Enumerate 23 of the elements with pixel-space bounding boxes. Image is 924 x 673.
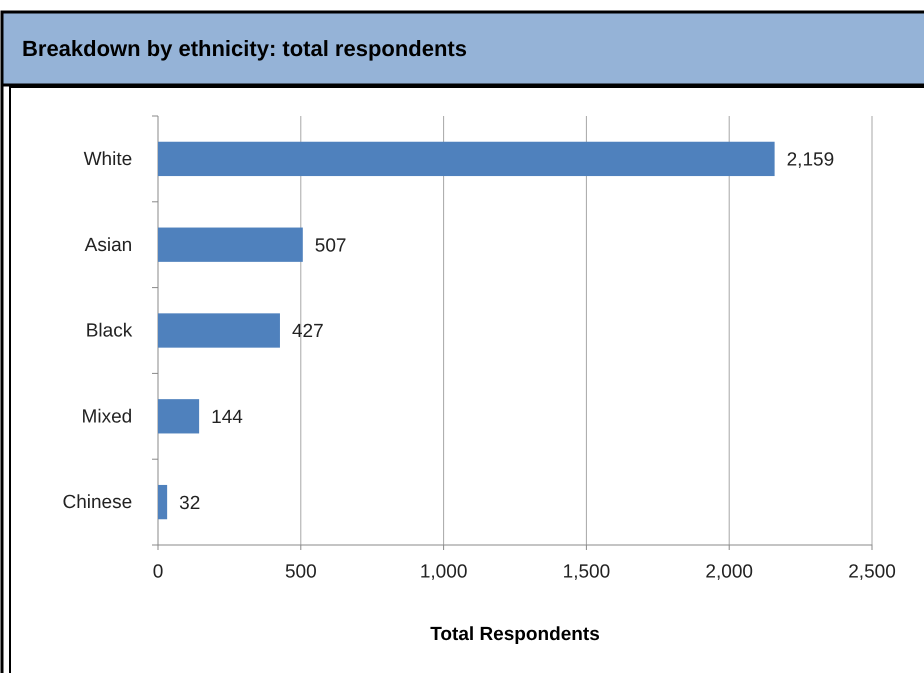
data-label: 427 [292,321,324,342]
y-tick-label: Mixed [82,406,132,428]
x-tick-label: 0 [152,562,164,583]
y-tick-label: Black [86,320,133,342]
x-tick-label: 2,500 [848,562,896,583]
bar [158,484,168,520]
chart-title: Breakdown by ethnicity: total respondents [22,36,467,61]
y-tick-label: White [84,148,132,170]
data-label: 507 [314,235,346,256]
bar [158,313,280,348]
x-tick-label: 1,500 [562,562,610,583]
x-axis-title: Total Respondents [430,624,600,645]
bar [158,142,775,176]
x-tick-label: 500 [284,562,317,583]
data-label: 2,159 [786,150,834,171]
x-tick-label: 1,000 [420,562,468,583]
data-label: 32 [179,492,200,514]
bar [158,228,303,262]
y-tick-label: Asian [84,234,132,256]
x-tick-label: 2,000 [705,562,753,583]
data-label: 144 [211,406,244,428]
bar [158,399,200,434]
y-tick-label: Chinese [62,492,132,514]
